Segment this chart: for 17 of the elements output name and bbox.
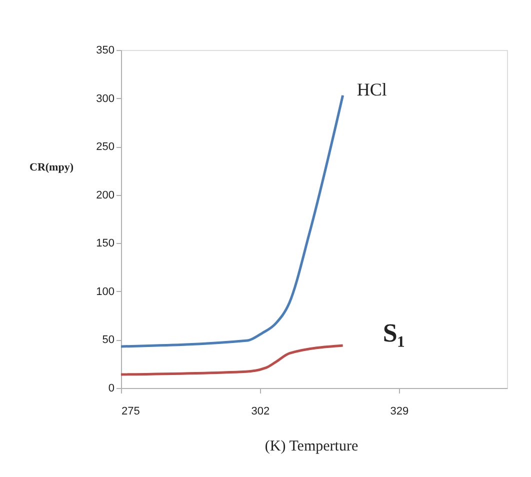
series-label: S₁ (382, 318, 406, 348)
y-tick-label: 300 (96, 92, 114, 105)
y-tick-label: 250 (96, 141, 114, 154)
x-tick-label: 275 (122, 406, 140, 418)
line-series (120, 344, 344, 376)
y-tick-label: 50 (102, 334, 114, 346)
y-tick-label: 200 (96, 189, 114, 202)
y-tick-label: 0 (108, 382, 114, 394)
x-axis-title: (K) Temperture (264, 438, 358, 454)
y-axis-title: CR(mpy) (30, 162, 74, 174)
y-tick-label: 100 (96, 286, 114, 298)
series-label: HCl (356, 79, 387, 100)
x-tick-label: 329 (390, 406, 409, 418)
y-tick-label: 150 (96, 238, 114, 250)
x-tick-label: 302 (251, 406, 270, 418)
y-tick-label: 350 (96, 44, 114, 56)
line-series (120, 94, 344, 348)
